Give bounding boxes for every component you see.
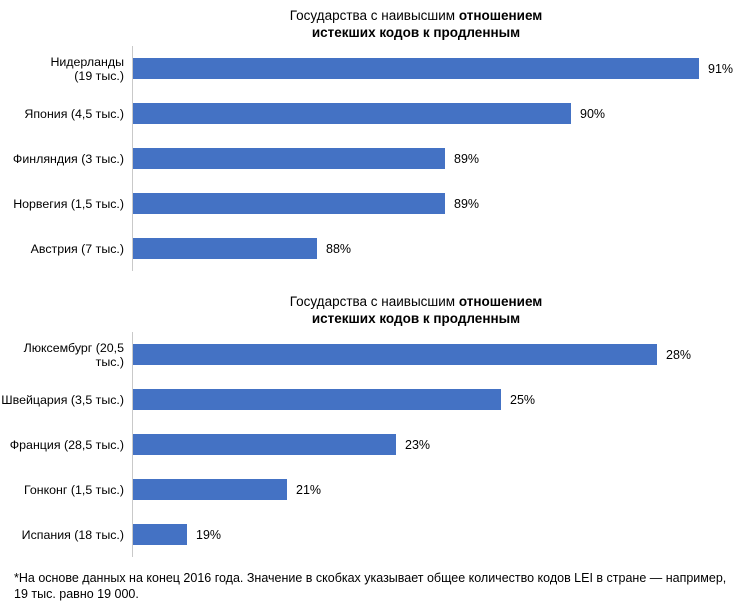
plot-area: 89% (132, 181, 750, 226)
value-label: 90% (580, 106, 606, 121)
category-label: Гонконг (1,5 тыс.) (23, 482, 124, 497)
bar (133, 148, 445, 169)
bar-row: Австрия (7 тыс.) 88% (0, 226, 750, 271)
category-label: Финляндия (3 тыс.) (12, 151, 124, 166)
bar (133, 344, 657, 365)
chart-bottom: Государства с наивысшим отношением истек… (0, 293, 750, 557)
category-label: Япония (4,5 тыс.) (24, 106, 124, 121)
plot-area: 88% (132, 226, 750, 271)
bar (133, 103, 571, 124)
category-label: Франция (28,5 тыс.) (9, 437, 124, 452)
chart-top-rows: Нидерланды (19 тыс.) 91% Япония (4,5 тыс.)… (0, 46, 750, 271)
bar (133, 389, 501, 410)
category-label: Австрия (7 тыс.) (30, 241, 124, 256)
value-label: 91% (708, 61, 734, 76)
value-label: 88% (326, 241, 352, 256)
category-label: Люксембург (20,5 тыс.) (23, 340, 124, 369)
bar (133, 58, 699, 79)
plot-area: 90% (132, 91, 750, 136)
bar-row: Нидерланды (19 тыс.) 91% (0, 46, 750, 91)
value-label: 28% (666, 347, 692, 362)
chart-top-title-line2: истекших кодов к продленным (311, 25, 521, 40)
bar (133, 524, 187, 545)
category-label: Норвегия (1,5 тыс.) (13, 196, 124, 211)
value-label: 25% (510, 392, 536, 407)
chart-top: Государства с наивысшим отношением истек… (0, 0, 750, 271)
bar-row: Финляндия (3 тыс.) 89% (0, 136, 750, 181)
value-label: 19% (196, 527, 222, 542)
plot-area: 89% (132, 136, 750, 181)
category-label: Нидерланды (19 тыс.) (50, 54, 124, 83)
bar (133, 434, 396, 455)
value-label: 89% (454, 196, 480, 211)
value-label: 21% (296, 482, 322, 497)
bar-row: Франция (28,5 тыс.) 23% (0, 422, 750, 467)
category-label: Швейцария (3,5 тыс.) (1, 392, 124, 407)
bar (133, 193, 445, 214)
bar-row: Швейцария (3,5 тыс.) 25% (0, 377, 750, 422)
bar (133, 238, 317, 259)
plot-area: 25% (132, 377, 750, 422)
plot-area: 23% (132, 422, 750, 467)
bar (133, 479, 287, 500)
footnote: *На основе данных на конец 2016 года. Зн… (14, 571, 727, 601)
plot-area: 28% (132, 332, 750, 377)
chart-bottom-title: Государства с наивысшим отношением истек… (133, 293, 699, 327)
chart-top-title-regular: Государства с наивысшим (289, 8, 459, 23)
chart-top-title: Государства с наивысшим отношением истек… (133, 0, 699, 41)
plot-area: 91% (132, 46, 750, 91)
chart-top-title-bold: отношением (458, 8, 543, 23)
bar-row: Люксембург (20,5 тыс.) 28% (0, 332, 750, 377)
value-label: 23% (405, 437, 431, 452)
chart-bottom-title-regular: Государства с наивысшим (289, 294, 459, 309)
bar-row: Гонконг (1,5 тыс.) 21% (0, 467, 750, 512)
chart-bottom-title-bold: отношением (458, 294, 543, 309)
bar-row: Норвегия (1,5 тыс.) 89% (0, 181, 750, 226)
chart-bottom-rows: Люксембург (20,5 тыс.) 28% Швейцария (3,5 … (0, 332, 750, 557)
plot-area: 21% (132, 467, 750, 512)
category-label: Испания (18 тыс.) (21, 527, 124, 542)
chart-bottom-title-line2: истекших кодов к продленным (311, 311, 521, 326)
bar-row: Испания (18 тыс.) 19% (0, 512, 750, 557)
bar-row: Япония (4,5 тыс.) 90% (0, 91, 750, 136)
value-label: 89% (454, 151, 480, 166)
plot-area: 19% (132, 512, 750, 557)
